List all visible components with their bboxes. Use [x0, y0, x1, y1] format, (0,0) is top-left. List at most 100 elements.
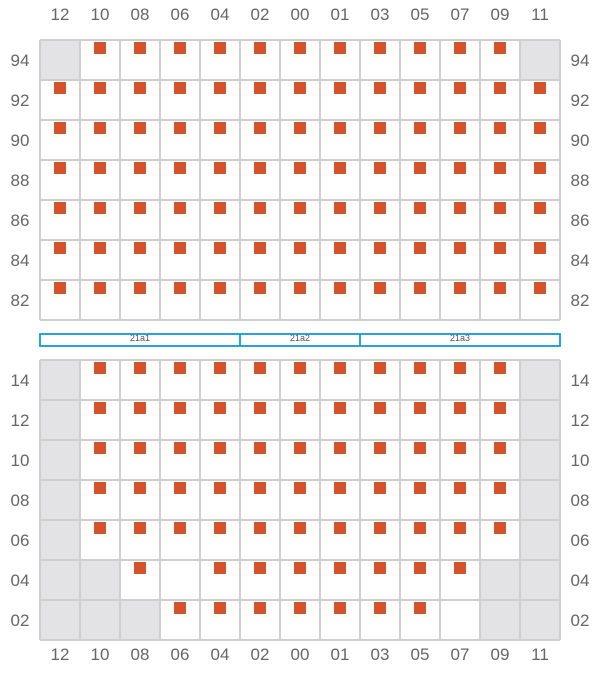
occupied-marker[interactable] — [294, 42, 306, 54]
occupied-marker[interactable] — [374, 482, 386, 494]
occupied-marker[interactable] — [94, 442, 106, 454]
occupied-marker[interactable] — [334, 522, 346, 534]
occupied-marker[interactable] — [414, 602, 426, 614]
occupied-marker[interactable] — [334, 402, 346, 414]
occupied-marker[interactable] — [454, 82, 466, 94]
occupied-marker[interactable] — [174, 482, 186, 494]
occupied-marker[interactable] — [294, 282, 306, 294]
occupied-marker[interactable] — [374, 162, 386, 174]
occupied-marker[interactable] — [494, 282, 506, 294]
occupied-marker[interactable] — [254, 362, 266, 374]
occupied-marker[interactable] — [174, 202, 186, 214]
occupied-marker[interactable] — [534, 122, 546, 134]
occupied-marker[interactable] — [134, 202, 146, 214]
occupied-marker[interactable] — [294, 122, 306, 134]
occupied-marker[interactable] — [454, 202, 466, 214]
occupied-marker[interactable] — [94, 362, 106, 374]
occupied-marker[interactable] — [414, 522, 426, 534]
occupied-marker[interactable] — [494, 42, 506, 54]
occupied-marker[interactable] — [254, 602, 266, 614]
occupied-marker[interactable] — [334, 122, 346, 134]
occupied-marker[interactable] — [214, 122, 226, 134]
occupied-marker[interactable] — [294, 202, 306, 214]
occupied-marker[interactable] — [334, 162, 346, 174]
occupied-marker[interactable] — [374, 242, 386, 254]
occupied-marker[interactable] — [134, 242, 146, 254]
occupied-marker[interactable] — [294, 162, 306, 174]
occupied-marker[interactable] — [94, 82, 106, 94]
occupied-marker[interactable] — [94, 402, 106, 414]
occupied-marker[interactable] — [214, 482, 226, 494]
occupied-marker[interactable] — [494, 162, 506, 174]
occupied-marker[interactable] — [414, 162, 426, 174]
occupied-marker[interactable] — [134, 562, 146, 574]
occupied-marker[interactable] — [374, 522, 386, 534]
occupied-marker[interactable] — [214, 442, 226, 454]
occupied-marker[interactable] — [454, 282, 466, 294]
occupied-marker[interactable] — [214, 362, 226, 374]
occupied-marker[interactable] — [494, 522, 506, 534]
occupied-marker[interactable] — [94, 202, 106, 214]
occupied-marker[interactable] — [174, 522, 186, 534]
occupied-marker[interactable] — [334, 82, 346, 94]
occupied-marker[interactable] — [494, 402, 506, 414]
occupied-marker[interactable] — [454, 442, 466, 454]
occupied-marker[interactable] — [174, 242, 186, 254]
occupied-marker[interactable] — [94, 122, 106, 134]
occupied-marker[interactable] — [414, 42, 426, 54]
occupied-marker[interactable] — [254, 162, 266, 174]
occupied-marker[interactable] — [334, 482, 346, 494]
occupied-marker[interactable] — [414, 562, 426, 574]
occupied-marker[interactable] — [174, 402, 186, 414]
empty-cell[interactable] — [160, 560, 200, 600]
occupied-marker[interactable] — [374, 562, 386, 574]
occupied-marker[interactable] — [254, 82, 266, 94]
occupied-marker[interactable] — [54, 202, 66, 214]
occupied-marker[interactable] — [254, 522, 266, 534]
occupied-marker[interactable] — [334, 602, 346, 614]
occupied-marker[interactable] — [374, 442, 386, 454]
occupied-marker[interactable] — [134, 122, 146, 134]
occupied-marker[interactable] — [454, 522, 466, 534]
occupied-marker[interactable] — [134, 522, 146, 534]
occupied-marker[interactable] — [374, 42, 386, 54]
occupied-marker[interactable] — [174, 282, 186, 294]
occupied-marker[interactable] — [94, 242, 106, 254]
occupied-marker[interactable] — [414, 362, 426, 374]
occupied-marker[interactable] — [334, 42, 346, 54]
occupied-marker[interactable] — [174, 82, 186, 94]
occupied-marker[interactable] — [534, 202, 546, 214]
occupied-marker[interactable] — [174, 42, 186, 54]
occupied-marker[interactable] — [454, 482, 466, 494]
occupied-marker[interactable] — [134, 282, 146, 294]
occupied-marker[interactable] — [494, 122, 506, 134]
occupied-marker[interactable] — [374, 402, 386, 414]
occupied-marker[interactable] — [254, 282, 266, 294]
occupied-marker[interactable] — [254, 122, 266, 134]
occupied-marker[interactable] — [334, 562, 346, 574]
occupied-marker[interactable] — [374, 82, 386, 94]
occupied-marker[interactable] — [174, 442, 186, 454]
occupied-marker[interactable] — [414, 202, 426, 214]
occupied-marker[interactable] — [334, 242, 346, 254]
occupied-marker[interactable] — [134, 442, 146, 454]
occupied-marker[interactable] — [94, 162, 106, 174]
occupied-marker[interactable] — [134, 482, 146, 494]
occupied-marker[interactable] — [214, 162, 226, 174]
occupied-marker[interactable] — [254, 242, 266, 254]
occupied-marker[interactable] — [494, 482, 506, 494]
occupied-marker[interactable] — [534, 82, 546, 94]
occupied-marker[interactable] — [374, 362, 386, 374]
occupied-marker[interactable] — [494, 362, 506, 374]
occupied-marker[interactable] — [54, 162, 66, 174]
occupied-marker[interactable] — [334, 202, 346, 214]
occupied-marker[interactable] — [214, 82, 226, 94]
occupied-marker[interactable] — [334, 282, 346, 294]
occupied-marker[interactable] — [414, 442, 426, 454]
occupied-marker[interactable] — [134, 42, 146, 54]
occupied-marker[interactable] — [54, 122, 66, 134]
occupied-marker[interactable] — [254, 442, 266, 454]
occupied-marker[interactable] — [174, 362, 186, 374]
occupied-marker[interactable] — [214, 42, 226, 54]
occupied-marker[interactable] — [174, 162, 186, 174]
